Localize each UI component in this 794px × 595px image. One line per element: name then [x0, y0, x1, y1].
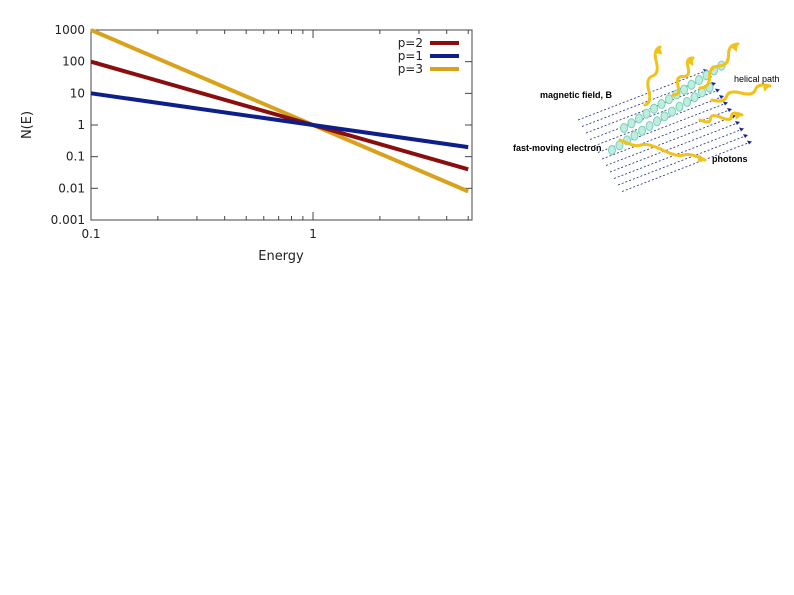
x-tick-label: 1: [309, 227, 317, 241]
y-tick-label: 100: [62, 55, 85, 69]
x-axis-ticks: 0.1 1: [81, 30, 317, 241]
photon-arrowhead: [686, 58, 694, 66]
helix-loop: [650, 103, 658, 114]
photon-wave: [618, 138, 707, 162]
helix-loop: [690, 92, 699, 103]
field-arrowhead: [739, 127, 744, 132]
series-lines: [90, 28, 469, 194]
helix-loop: [668, 106, 676, 117]
field-arrowhead: [711, 82, 716, 86]
y-tick-label: 1: [77, 118, 85, 132]
series-line-p2: [90, 59, 469, 172]
series-line-p1: [90, 91, 469, 150]
field-line: [577, 69, 709, 121]
minor-ticks: [157, 30, 469, 220]
field-arrowhead: [743, 134, 748, 138]
synchrotron-diagram: magnetic field, B helical path fast-movi…: [513, 42, 780, 192]
helix-loop: [660, 111, 669, 122]
magnetic-field-lines: [577, 69, 753, 192]
y-axis-ticks: 1000 100 10 1 0.1 0.01 0.001: [51, 23, 472, 227]
y-tick-label: 0.001: [51, 213, 85, 227]
magnetic-field-label: magnetic field, B: [540, 90, 613, 100]
y-tick-label: 1000: [54, 23, 85, 37]
field-arrowhead: [715, 88, 720, 93]
y-axis-label: N(E): [20, 111, 35, 139]
helix-loop: [657, 99, 666, 109]
helix-loop: [683, 97, 691, 107]
photon-wave: [698, 111, 744, 124]
x-axis-label: Energy: [258, 249, 304, 264]
field-line: [597, 102, 729, 153]
helix-loop: [687, 79, 696, 90]
legend: p=2p=1p=3: [398, 36, 459, 76]
photon-arrowhead: [654, 47, 663, 55]
helix-loop: [680, 84, 688, 95]
legend-label: p=1: [398, 49, 423, 63]
helix-loop: [635, 113, 643, 124]
field-arrowhead: [735, 121, 740, 125]
helix-loop: [638, 125, 646, 136]
field-line: [609, 121, 741, 173]
helix-loop: [608, 145, 616, 155]
field-line: [621, 141, 753, 192]
field-line: [613, 128, 745, 179]
legend-label: p=2: [398, 36, 423, 50]
field-arrowhead: [723, 101, 728, 106]
photon-arrowhead: [762, 83, 770, 92]
helical-path-label: helical path: [734, 74, 780, 84]
field-arrowhead: [719, 95, 724, 99]
helix-loop: [653, 116, 661, 127]
x-tick-label: 0.1: [81, 227, 100, 241]
photons-label: photons: [712, 154, 748, 164]
helix-loop: [630, 130, 639, 141]
legend-label: p=3: [398, 62, 423, 76]
helix-loop: [627, 118, 636, 129]
field-arrowhead: [727, 108, 732, 112]
y-tick-label: 10: [70, 86, 85, 100]
field-arrowhead: [747, 140, 752, 145]
field-line: [617, 134, 749, 186]
field-line: [605, 115, 737, 166]
helix-loop: [675, 101, 684, 112]
photon-wave: [710, 83, 772, 103]
electron-label: fast-moving electron: [513, 143, 602, 153]
photon-waves: [618, 42, 772, 163]
electron-helical-path: [608, 60, 726, 155]
helix-loop: [665, 94, 673, 105]
photon-arrowhead: [730, 44, 738, 52]
photon-wave: [698, 42, 740, 90]
photon-arrowhead: [697, 154, 705, 163]
helix-loop: [695, 75, 703, 85]
helix-loop: [642, 108, 651, 119]
y-tick-label: 0.1: [66, 150, 85, 164]
photon-arrowhead: [734, 111, 742, 120]
photon-wave: [643, 45, 662, 107]
helix-loop: [620, 123, 628, 133]
y-tick-label: 0.01: [58, 181, 85, 195]
helix-loop: [645, 121, 654, 131]
